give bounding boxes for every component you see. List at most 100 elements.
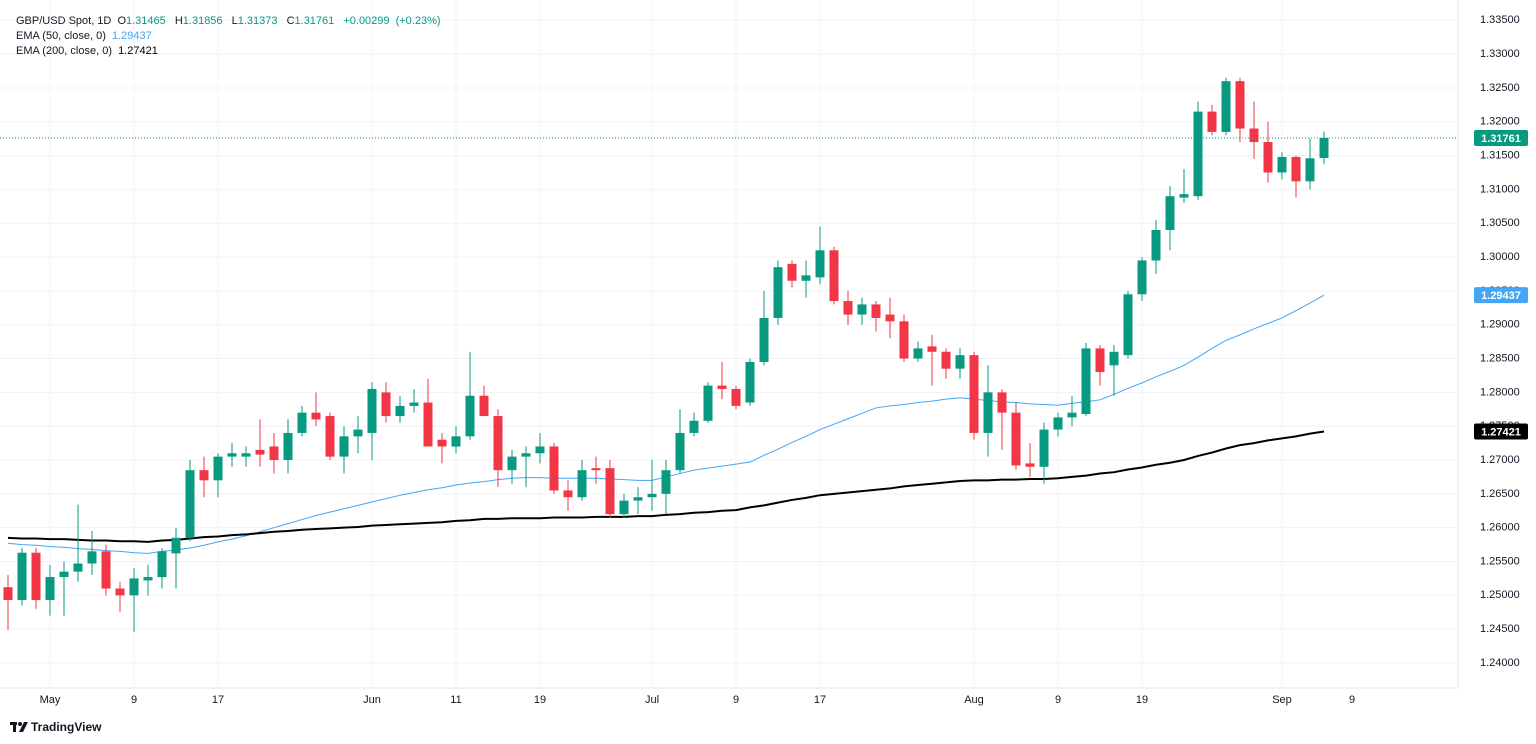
candle-body	[843, 301, 853, 315]
legend-main: GBP/USD Spot, 1D O1.31465 H1.31856 L1.31…	[16, 14, 444, 29]
x-tick-label: 17	[814, 694, 826, 706]
candle-body	[1039, 429, 1049, 467]
candle-body	[17, 552, 27, 601]
candle-body	[1081, 348, 1091, 415]
candle-body	[353, 429, 363, 437]
candle-body	[815, 250, 825, 278]
candle-body	[479, 395, 489, 417]
x-tick-label: Aug	[964, 694, 984, 706]
symbol: GBP/USD Spot, 1D	[16, 15, 112, 27]
y-tick-label: 1.26000	[1480, 522, 1520, 534]
candle-body	[1179, 194, 1189, 198]
y-tick-label: 1.32000	[1480, 116, 1520, 128]
price-badge	[1474, 423, 1528, 440]
candle-body	[59, 571, 69, 578]
ema-name: EMA (200, close, 0)	[16, 45, 112, 57]
logo-text: TradingView	[31, 720, 102, 734]
ema-value: 1.29437	[111, 30, 152, 42]
candle-body	[1207, 111, 1217, 132]
candle-body	[1053, 417, 1063, 430]
legend-ema200: EMA (200, close, 0) 1.27421	[16, 44, 444, 59]
letter: C	[286, 15, 295, 27]
y-tick-label: 1.30000	[1480, 251, 1520, 263]
candle-body	[899, 321, 909, 359]
legend: GBP/USD Spot, 1D O1.31465 H1.31856 L1.31…	[16, 14, 444, 59]
candle-body	[801, 275, 811, 281]
candle-body	[45, 577, 55, 601]
candle-body	[829, 250, 839, 302]
x-tick-label: May	[40, 694, 61, 706]
y-tick-label: 1.31500	[1480, 150, 1520, 162]
candle-body	[73, 563, 83, 572]
candle-body	[759, 317, 769, 362]
candle-body	[339, 436, 349, 457]
candle-body	[1011, 412, 1021, 466]
x-tick-label: 9	[1055, 694, 1061, 706]
candle-body	[465, 395, 475, 437]
ema-name: EMA (50, close, 0)	[16, 30, 106, 42]
candle-body	[717, 385, 727, 389]
ohlc-h: H1.31856	[175, 15, 226, 27]
candle-body	[1165, 196, 1175, 231]
candle-body	[633, 497, 643, 501]
candle-body	[885, 314, 895, 322]
x-tick-label: Sep	[1272, 694, 1292, 706]
candle-body	[283, 432, 293, 461]
candle-body	[969, 355, 979, 433]
candle-body	[955, 355, 965, 369]
candle-body	[605, 468, 615, 515]
candle-body	[1291, 156, 1301, 182]
candle-body	[143, 577, 153, 581]
price-badge	[1474, 129, 1528, 146]
candle-body	[227, 453, 237, 457]
x-tick-label: Jun	[363, 694, 381, 706]
candle-body	[311, 412, 321, 420]
x-tick-label: 9	[131, 694, 137, 706]
candle-body	[647, 493, 657, 498]
candle-body	[577, 470, 587, 498]
candle-body	[535, 446, 545, 454]
candle-body	[1277, 156, 1287, 173]
price-badge-label: 1.29437	[1481, 290, 1521, 302]
candle-body	[115, 588, 125, 596]
candle-body	[661, 470, 671, 494]
candle-body	[563, 490, 573, 498]
price-badge-label: 1.31761	[1481, 133, 1521, 145]
candle-body	[1137, 260, 1147, 295]
candle-body	[1319, 137, 1329, 158]
change: +0.00299	[343, 15, 390, 27]
candle-body	[857, 304, 867, 315]
candle-body	[3, 587, 13, 601]
y-tick-label: 1.33000	[1480, 48, 1520, 60]
candle-body	[1067, 412, 1077, 418]
x-tick-label: 17	[212, 694, 224, 706]
x-tick-label: 19	[534, 694, 546, 706]
candle-body	[913, 348, 923, 359]
candle-body	[269, 446, 279, 461]
candle-body	[241, 453, 251, 457]
candle-body	[87, 551, 97, 564]
candle-body	[871, 304, 881, 318]
change-pct: (+0.23%)	[395, 15, 441, 27]
y-tick-label: 1.32500	[1480, 82, 1520, 94]
y-tick-label: 1.24500	[1480, 623, 1520, 635]
candle-body	[941, 351, 951, 369]
legend-ema50: EMA (50, close, 0) 1.29437	[16, 29, 444, 44]
candle-body	[1109, 351, 1119, 366]
candle-body	[1263, 142, 1273, 173]
letter: H	[174, 15, 183, 27]
candle-body	[31, 552, 41, 601]
y-tick-label: 1.31000	[1480, 183, 1520, 195]
x-tick-label: 9	[733, 694, 739, 706]
candle-body	[1151, 230, 1161, 261]
y-tick-label: 1.30500	[1480, 217, 1520, 229]
candle-body	[1249, 128, 1259, 143]
logo: TradingView	[10, 720, 101, 734]
candle-body	[101, 551, 111, 589]
ohlc-l: L1.31373	[232, 15, 281, 27]
ema-line	[7, 430, 1325, 543]
candle-body	[745, 361, 755, 403]
candle-body	[1095, 348, 1105, 373]
logo-icon	[10, 722, 28, 732]
